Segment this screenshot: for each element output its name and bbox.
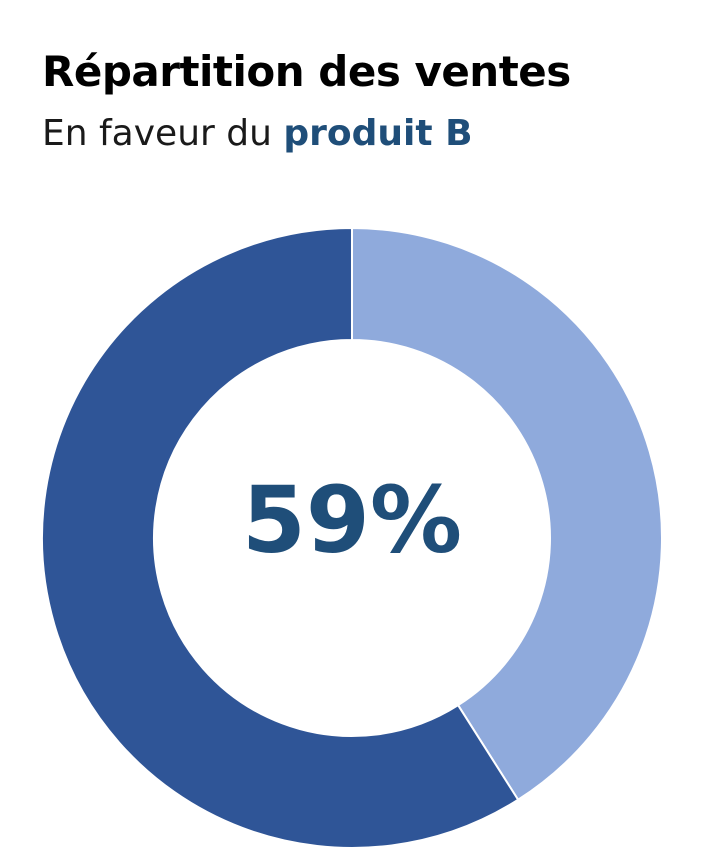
subtitle-highlight: produit B bbox=[283, 113, 473, 154]
center-percentage-label: 59% bbox=[242, 467, 462, 574]
subtitle-prefix: En faveur du bbox=[42, 113, 284, 154]
donut-slice-primary bbox=[41, 226, 520, 849]
chart-title: Répartition des ventes bbox=[42, 47, 571, 96]
donut-slices bbox=[41, 226, 663, 849]
chart-subtitle: En faveur du produit B bbox=[42, 110, 473, 158]
donut-slice-secondary bbox=[351, 226, 663, 802]
